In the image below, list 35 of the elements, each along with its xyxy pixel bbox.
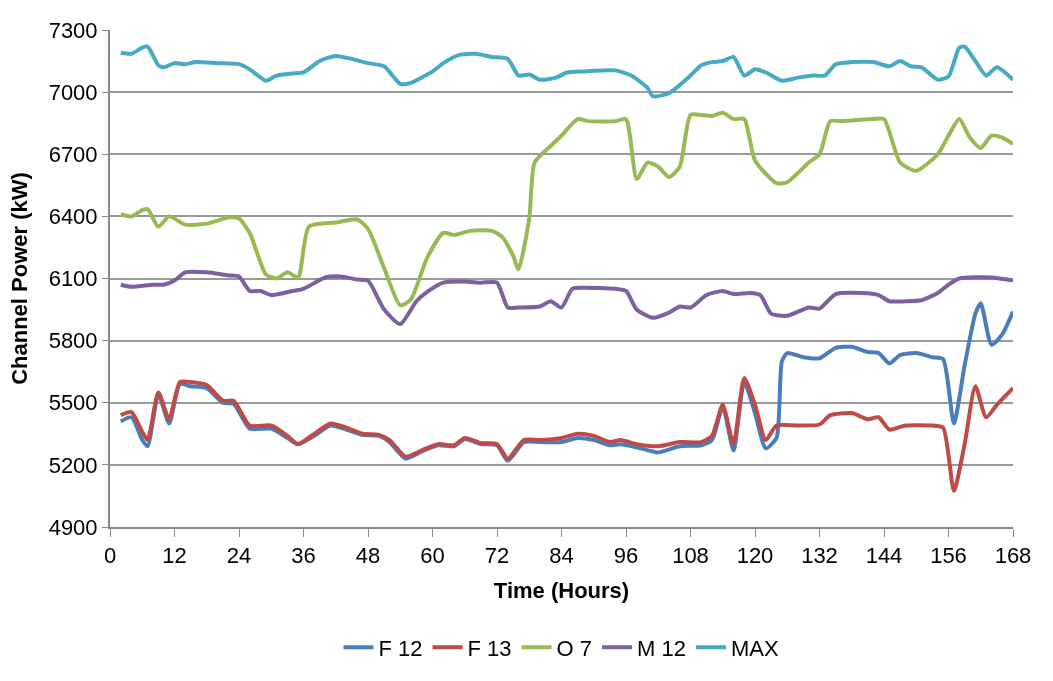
x-tick-label: 84 [549,543,574,569]
legend-label: MAX [730,635,779,661]
legend-label: M 12 [637,635,686,661]
x-tick-label: 24 [226,543,252,569]
y-tick-label: 7300 [48,17,98,43]
x-tick-label: 168 [994,543,1032,569]
line-series [118,110,1013,308]
y-axis-title: Channel Power (kW) [6,172,32,385]
y-tick-label: 5500 [48,390,98,416]
x-tick-label: 48 [355,543,381,569]
legend-label: O 7 [556,635,593,661]
x-tick-label: 108 [672,543,709,569]
y-tick-label: 6100 [48,266,98,292]
y-tick-label: 6400 [48,204,98,230]
line-series [118,269,1013,327]
x-tick-label: 120 [736,543,774,569]
x-tick-label: 96 [613,543,639,569]
y-tick-label: 5200 [48,452,98,478]
y-tick-label: 6700 [48,141,98,167]
x-tick-label: 72 [484,543,510,569]
x-tick-label: 156 [930,543,967,569]
x-tick-label: 0 [103,543,117,569]
x-tick-label: 132 [801,543,838,569]
x-tick-label: 60 [420,543,445,569]
x-tick-label: 144 [865,543,903,569]
line-series [118,44,1013,99]
x-axis-title: Time (Hours) [493,577,630,603]
x-tick-label: 12 [162,543,187,569]
y-tick-label: 7000 [48,79,98,105]
legend-label: F 12 [378,635,423,661]
line-series [118,375,1013,493]
y-tick-label: 4900 [48,514,98,540]
y-tick-label: 5800 [48,328,98,354]
x-tick-label: 36 [291,543,316,569]
legend-label: F 13 [467,635,512,661]
